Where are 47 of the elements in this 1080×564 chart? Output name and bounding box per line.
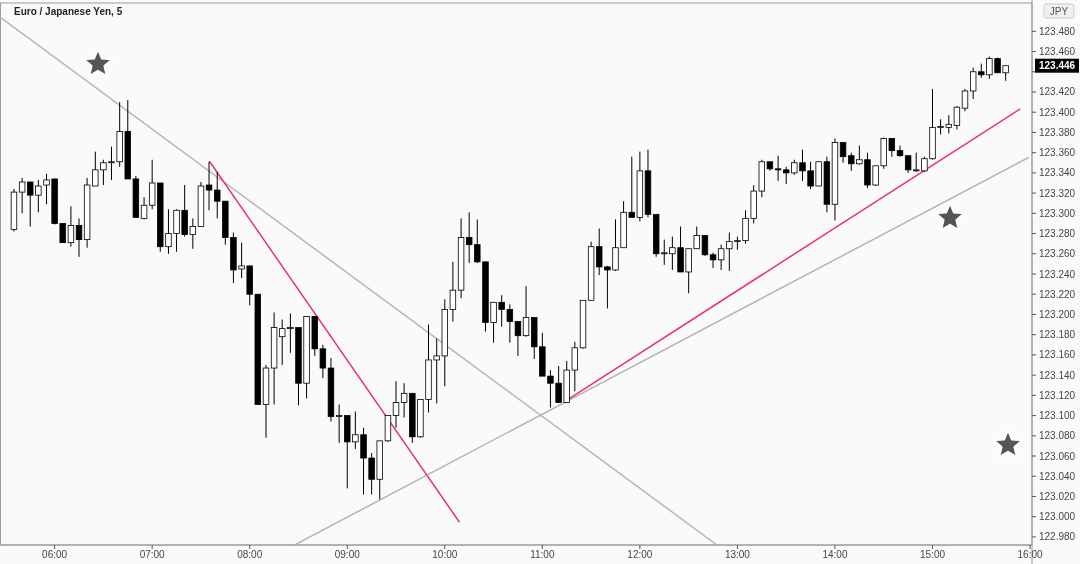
y-tick-label: 123.240 [1039,268,1076,280]
y-tick-label: 122.980 [1039,531,1076,543]
y-tick-label: 123.300 [1039,207,1076,219]
y-tick-label: 123.480 [1039,25,1076,37]
candlestick [522,285,530,338]
text: JPY [1049,5,1069,17]
y-tick-label: 123.160 [1039,349,1076,361]
y-tick-label: 123.080 [1039,430,1076,442]
candlestick [392,380,400,429]
y-tick-label: 123.360 [1039,147,1076,159]
y-tick-label: 123.380 [1039,126,1076,138]
y-tick-label: 123.000 [1039,511,1076,523]
x-tick-label: 16:00 [1017,549,1043,560]
chart-title: Euro / Japanese Yen, 5 [14,6,123,17]
y-tick-label: 123.180 [1039,329,1076,341]
candlestick [896,145,904,158]
candlestick [205,161,213,211]
candlestick [709,252,717,269]
y-tick-label: 123.120 [1039,389,1076,401]
x-tick-label: 13:00 [724,549,751,560]
y-tick-label: 123.220 [1039,288,1076,300]
y-tick-label: 123.020 [1039,490,1076,502]
y-tick-label: 123.280 [1039,228,1076,240]
annotation: 123.446 [1039,60,1076,72]
y-tick-label: 123.320 [1039,187,1076,199]
x-tick-label: 06:00 [42,549,68,560]
x-tick-label: 09:00 [334,549,361,560]
x-tick-label: 08:00 [237,549,263,560]
y-tick-label: 123.340 [1039,167,1076,179]
y-tick-label: 123.140 [1039,369,1076,381]
y-tick-label: 123.200 [1039,308,1076,320]
x-tick-label: 12:00 [627,549,653,560]
x-tick-label: 11:00 [530,549,555,560]
candlestick [961,88,969,112]
y-tick-label: 123.100 [1039,410,1076,422]
x-tick-label: 14:00 [822,549,848,560]
x-tick-label: 07:00 [139,549,166,560]
y-tick-label: 123.260 [1039,248,1076,260]
y-tick-label: 123.040 [1039,470,1076,482]
x-tick-label: 15:00 [919,549,946,560]
candlestick [75,217,83,258]
y-tick-label: 123.420 [1039,86,1076,98]
y-tick-label: 123.460 [1039,46,1076,58]
candlestick [514,321,522,357]
x-tick-label: 10:00 [432,549,458,560]
y-tick-label: 123.400 [1039,106,1076,118]
y-tick-label: 123.060 [1039,450,1076,462]
